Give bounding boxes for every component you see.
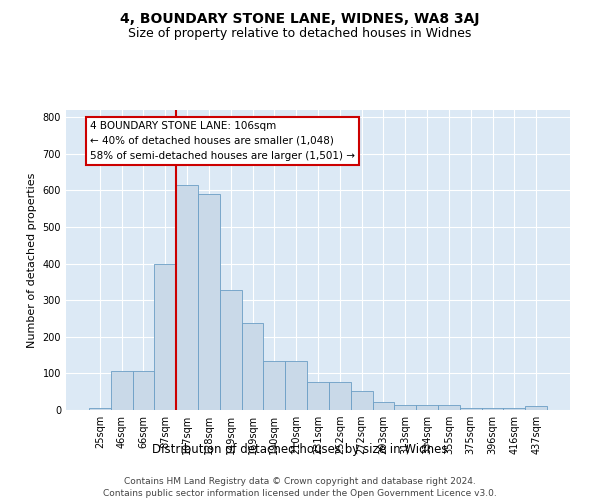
Y-axis label: Number of detached properties: Number of detached properties [27, 172, 37, 348]
Bar [394, 404, 416, 410]
Text: Contains HM Land Registry data © Crown copyright and database right 2024.: Contains HM Land Registry data © Crown c… [124, 478, 476, 486]
Bar [198, 194, 220, 410]
Text: Size of property relative to detached houses in Widnes: Size of property relative to detached ho… [128, 28, 472, 40]
Bar [307, 382, 329, 410]
Bar [503, 408, 525, 410]
Bar [525, 406, 547, 410]
Bar [89, 408, 111, 410]
Bar [176, 185, 198, 410]
Bar [460, 408, 482, 410]
Bar [351, 391, 373, 410]
Bar [220, 290, 242, 410]
Text: 4, BOUNDARY STONE LANE, WIDNES, WA8 3AJ: 4, BOUNDARY STONE LANE, WIDNES, WA8 3AJ [120, 12, 480, 26]
Bar [416, 404, 438, 410]
Bar [263, 360, 285, 410]
Text: 4 BOUNDARY STONE LANE: 106sqm
← 40% of detached houses are smaller (1,048)
58% o: 4 BOUNDARY STONE LANE: 106sqm ← 40% of d… [90, 121, 355, 160]
Bar [242, 323, 263, 410]
Bar [154, 264, 176, 410]
Text: Contains public sector information licensed under the Open Government Licence v3: Contains public sector information licen… [103, 489, 497, 498]
Bar [285, 360, 307, 410]
Bar [373, 402, 394, 410]
Bar [111, 371, 133, 410]
Bar [438, 404, 460, 410]
Text: Distribution of detached houses by size in Widnes: Distribution of detached houses by size … [152, 442, 448, 456]
Bar [482, 408, 503, 410]
Bar [133, 371, 154, 410]
Bar [329, 382, 351, 410]
